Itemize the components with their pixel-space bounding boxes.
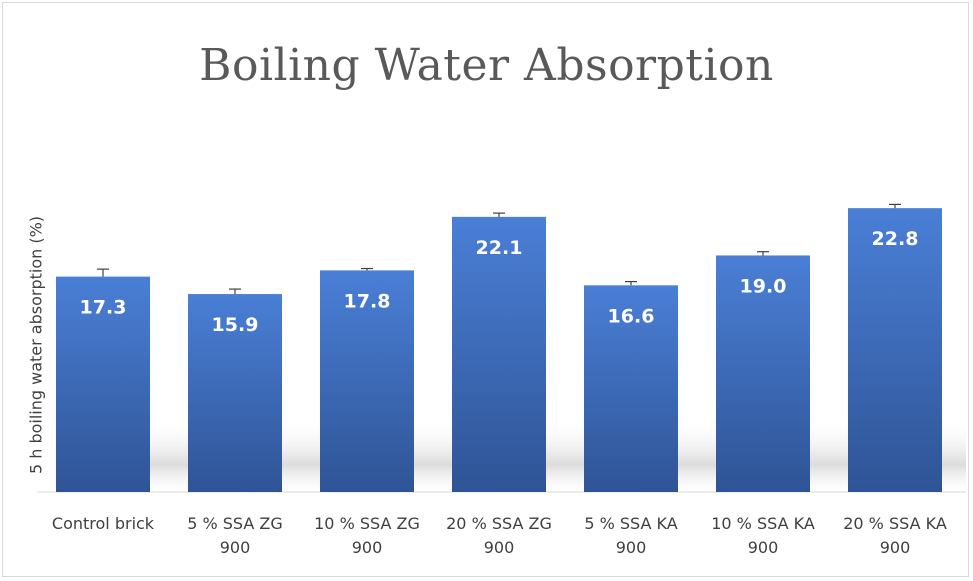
x-tick-label-line: 10 % SSA KA	[711, 514, 815, 533]
x-tick-label-line: Control brick	[52, 514, 155, 533]
x-tick-label-line: 900	[352, 538, 383, 557]
x-tick-label: 10 % SSA KA 900	[711, 514, 815, 557]
x-tick-label: 10 % SSA ZG 900	[314, 514, 420, 557]
data-label: 17.8	[344, 290, 391, 312]
x-tick-label-line: 900	[220, 538, 251, 557]
x-tick-label-line: 10 % SSA ZG	[314, 514, 420, 533]
x-tick-label-line: 5 % SSA ZG	[187, 514, 283, 533]
x-tick-label-line: 900	[616, 538, 647, 557]
data-label: 22.8	[872, 228, 919, 250]
bar	[848, 208, 942, 492]
x-tick-label: Control brick	[52, 514, 155, 533]
x-tick-label: 5 % SSA KA 900	[584, 514, 677, 557]
bar	[320, 270, 414, 492]
x-tick-label-line: 900	[484, 538, 515, 557]
x-tick-label-line: 5 % SSA KA	[584, 514, 677, 533]
bar	[188, 294, 282, 492]
x-tick-label-line: 20 % SSA ZG	[446, 514, 552, 533]
x-tick-label-line: 900	[748, 538, 779, 557]
bar	[716, 255, 810, 492]
x-tick-label: 20 % SSA KA 900	[843, 514, 947, 557]
bar	[56, 276, 150, 492]
x-tick-label-line: 20 % SSA KA	[843, 514, 947, 533]
x-tick-label: 20 % SSA ZG 900	[446, 514, 552, 557]
chart-title: Boiling Water Absorption	[199, 40, 774, 91]
data-label: 19.0	[740, 275, 787, 297]
x-tick-label-line: 900	[880, 538, 911, 557]
data-label: 15.9	[212, 314, 259, 336]
bar	[584, 285, 678, 492]
x-tick-label: 5 % SSA ZG 900	[187, 514, 283, 557]
bar	[452, 216, 546, 493]
data-label: 16.6	[608, 305, 655, 327]
data-label: 22.1	[476, 237, 523, 259]
data-label: 17.3	[80, 297, 127, 319]
